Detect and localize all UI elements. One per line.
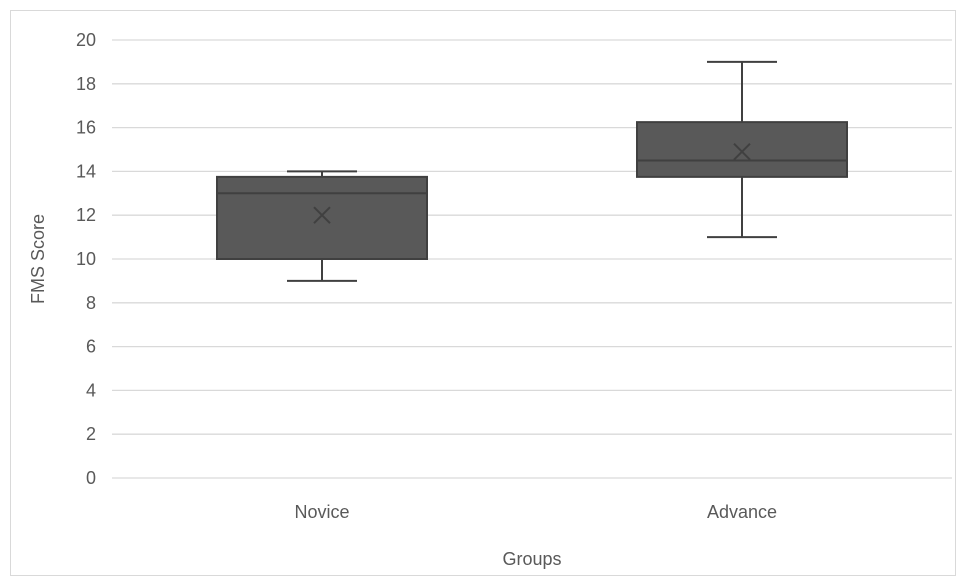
mean-marker-b <box>313 206 331 224</box>
y-tick-label-6: 6 <box>86 337 96 357</box>
chart-frame <box>10 10 956 576</box>
y-tick-label-4: 4 <box>86 380 96 400</box>
x-category-labels: Novice Advance <box>294 502 777 522</box>
y-tick-label-8: 8 <box>86 293 96 313</box>
y-tick-label-14: 14 <box>76 161 96 181</box>
y-tick-label-18: 18 <box>76 74 96 94</box>
y-tick-label-12: 12 <box>76 205 96 225</box>
y-tick-labels: 0 2 4 6 8 10 12 14 16 18 20 <box>76 30 96 488</box>
mean-marker-b <box>733 142 751 161</box>
y-axis-title: FMS Score <box>28 214 48 304</box>
box-iqr <box>216 175 428 260</box>
y-tick-label-2: 2 <box>86 424 96 444</box>
box-novice <box>216 170 428 282</box>
x-tick-label-advance: Advance <box>707 502 777 522</box>
box-advance <box>636 60 848 239</box>
boxes <box>216 60 848 282</box>
y-tick-label-20: 20 <box>76 30 96 50</box>
x-tick-label-novice: Novice <box>294 502 349 522</box>
gridlines <box>112 39 952 479</box>
y-tick-label-16: 16 <box>76 118 96 138</box>
y-tick-label-0: 0 <box>86 468 96 488</box>
box-iqr <box>636 121 848 178</box>
y-tick-label-10: 10 <box>76 249 96 269</box>
x-axis-title: Groups <box>502 549 561 569</box>
